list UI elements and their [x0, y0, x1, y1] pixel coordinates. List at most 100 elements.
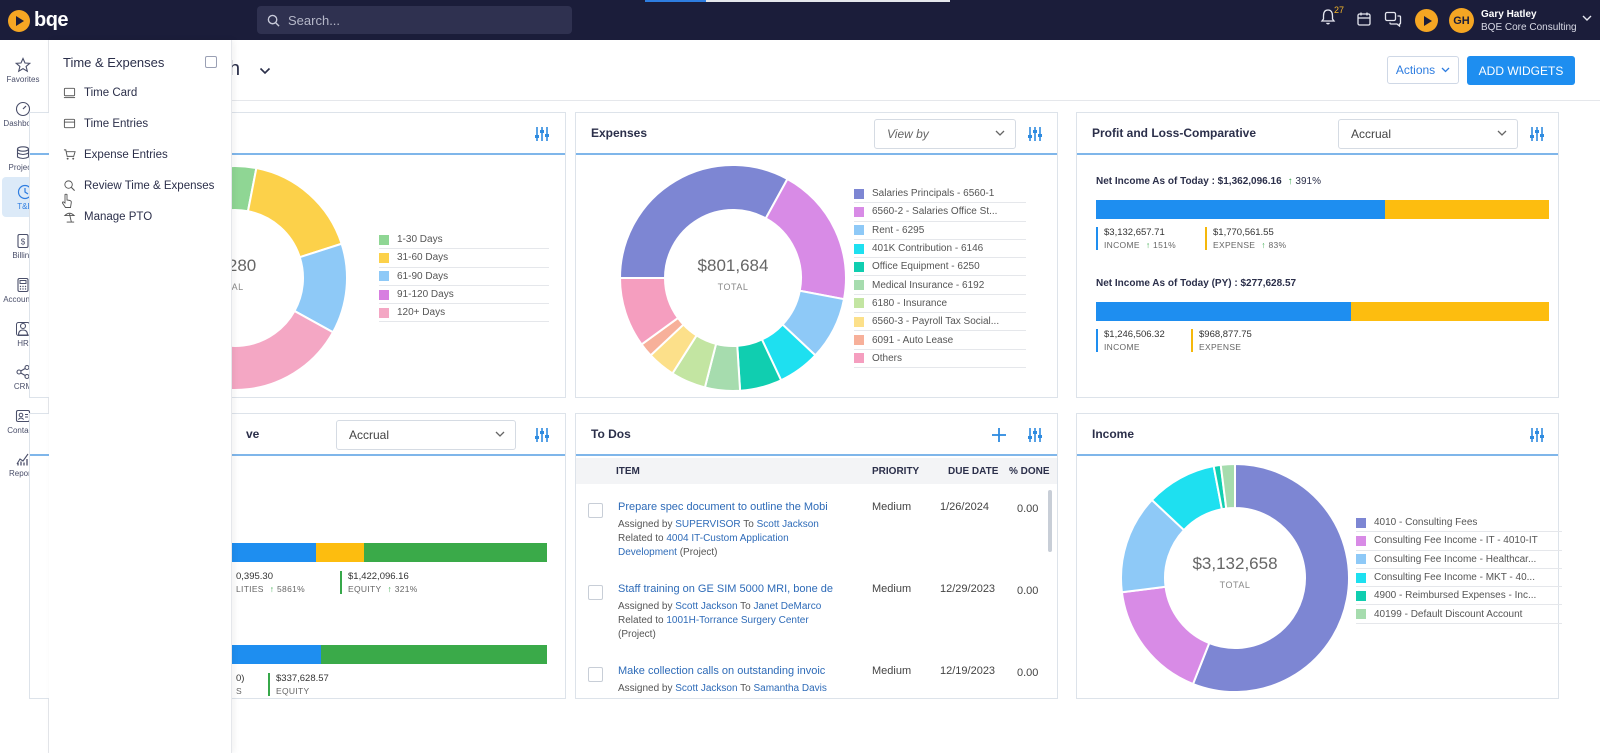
income-slice[interactable]: [1219, 462, 1236, 510]
legend-swatch: [854, 188, 864, 199]
loading-progress-fill: [645, 0, 706, 2]
page-title[interactable]: h: [229, 58, 241, 80]
rail-item-dashboard[interactable]: Dashboard: [0, 94, 46, 134]
expenses-legend-item[interactable]: Salaries Principals - 6560-1: [854, 185, 1026, 204]
expenses-legend-item[interactable]: Others: [854, 350, 1026, 368]
notifications-button[interactable]: 27: [1320, 5, 1344, 29]
settings-sliders-icon[interactable]: [1528, 426, 1546, 444]
income-segment[interactable]: [1096, 302, 1351, 321]
expenses-slice[interactable]: [618, 277, 680, 346]
legend-label: Consulting Fee Income - MKT - 40...: [1374, 572, 1535, 584]
menu-item-review-time-expenses[interactable]: Review Time & Expenses: [63, 179, 214, 192]
menu-item-time-entries[interactable]: Time Entries: [63, 117, 148, 130]
expenses-slice[interactable]: [618, 164, 789, 279]
expenses-legend-item[interactable]: 6180 - Insurance: [854, 295, 1026, 314]
assigned-to-link[interactable]: Samantha Davis: [753, 683, 827, 694]
expenses-legend-item[interactable]: Rent - 6295: [854, 222, 1026, 240]
rail-item-favorites[interactable]: Favorites: [0, 50, 46, 90]
expenses-legend-item[interactable]: Medical Insurance - 6192: [854, 276, 1026, 295]
related-link[interactable]: 4004 IT-Custom Application Development: [618, 533, 789, 558]
todo-row[interactable]: Make collection calls on outstanding inv…: [576, 660, 1057, 698]
aging-slice[interactable]: [246, 166, 343, 259]
menu-item-manage-pto[interactable]: Manage PTO: [63, 210, 152, 223]
rail-item-accounting[interactable]: Accounting: [0, 270, 46, 310]
chevron-down-icon[interactable]: [259, 67, 271, 75]
search-input[interactable]: [288, 12, 558, 28]
todo-checkbox[interactable]: [588, 585, 603, 600]
play-icon[interactable]: [1415, 9, 1438, 32]
income-slice[interactable]: [1120, 585, 1211, 686]
todo-row[interactable]: Prepare spec document to outline the Mob…: [576, 496, 1057, 576]
accounting-basis-select[interactable]: Accrual: [1338, 119, 1518, 149]
rail-item-reports[interactable]: Reports: [0, 444, 46, 484]
rail-item-projects[interactable]: Projects: [0, 138, 46, 178]
column-due-date[interactable]: DUE DATE: [948, 466, 999, 477]
expenses-legend-item[interactable]: 6560-2 - Salaries Office St...: [854, 203, 1026, 222]
column-priority[interactable]: PRIORITY: [872, 466, 920, 477]
menu-item-label: Review Time & Expenses: [84, 179, 215, 192]
expenses-legend-item[interactable]: 6091 - Auto Lease: [854, 331, 1026, 350]
accounting-basis-select[interactable]: Accrual: [336, 420, 516, 450]
assigned-by-link[interactable]: SUPERVISOR: [675, 519, 741, 530]
income-legend-item[interactable]: Consulting Fee Income - Healthcar...: [1356, 551, 1562, 569]
expenses-legend-item[interactable]: 6560-3 - Payroll Tax Social...: [854, 313, 1026, 332]
view-by-select[interactable]: View by: [874, 119, 1016, 149]
todo-checkbox[interactable]: [588, 667, 603, 682]
expense-segment[interactable]: [1350, 302, 1549, 321]
bqe-logo[interactable]: bqe: [8, 9, 69, 32]
expense-segment[interactable]: [1385, 200, 1549, 219]
settings-sliders-icon[interactable]: [533, 125, 551, 143]
column-percent-done[interactable]: % DONE: [1009, 466, 1050, 477]
aging-legend-item[interactable]: 1-30 Days: [379, 231, 549, 250]
income-legend-item[interactable]: 4010 - Consulting Fees: [1356, 514, 1562, 533]
calendar-icon[interactable]: [1356, 11, 1372, 27]
rail-item-crm[interactable]: CRM: [0, 357, 46, 397]
income-legend-item[interactable]: Consulting Fee Income - MKT - 40...: [1356, 569, 1562, 588]
settings-sliders-icon[interactable]: [1026, 426, 1044, 444]
menu-item-expense-entries[interactable]: Expense Entries: [63, 148, 168, 161]
assigned-to-link[interactable]: Scott Jackson: [756, 519, 819, 530]
user-organization[interactable]: BQE Core Consulting: [1481, 22, 1577, 33]
settings-sliders-icon[interactable]: [1528, 125, 1546, 143]
expenses-legend-item[interactable]: 401K Contribution - 6146: [854, 240, 1026, 259]
todo-meta: Assigned by Scott Jackson To Samantha Da…: [618, 682, 848, 696]
todo-title[interactable]: Staff training on GE SIM 5000 MRI, bone …: [618, 583, 834, 595]
income-legend-item[interactable]: 40199 - Default Discount Account: [1356, 605, 1562, 624]
todo-title[interactable]: Make collection calls on outstanding inv…: [618, 665, 826, 677]
rail-item-billing[interactable]: $ Billing: [0, 226, 46, 266]
actions-label: Actions: [1395, 63, 1436, 77]
todo-title[interactable]: Prepare spec document to outline the Mob…: [618, 501, 828, 513]
assigned-to-link[interactable]: Janet DeMarco: [753, 601, 822, 612]
todo-row[interactable]: Staff training on GE SIM 5000 MRI, bone …: [576, 578, 1057, 658]
income-legend-item[interactable]: Consulting Fee Income - IT - 4010-IT: [1356, 532, 1562, 551]
chat-icon[interactable]: [1384, 11, 1402, 27]
liabilities-label-row: LITIES ↑ 5861%: [236, 584, 305, 594]
column-item[interactable]: ITEM: [616, 466, 640, 477]
related-link[interactable]: 1001H-Torrance Surgery Center: [666, 615, 809, 626]
settings-sliders-icon[interactable]: [1026, 125, 1044, 143]
settings-sliders-icon[interactable]: [533, 426, 551, 444]
aging-legend-item[interactable]: 31-60 Days: [379, 249, 549, 268]
income-slice[interactable]: [1191, 462, 1350, 693]
todo-checkbox[interactable]: [588, 503, 603, 518]
widget-header: ve Accrual: [30, 414, 565, 456]
user-avatar[interactable]: GH: [1449, 8, 1474, 33]
aging-legend-item[interactable]: 120+ Days: [379, 304, 549, 323]
aging-legend-item[interactable]: 91-120 Days: [379, 286, 549, 305]
expenses-legend-item[interactable]: Office Equipment - 6250: [854, 258, 1026, 277]
actions-dropdown[interactable]: Actions: [1387, 56, 1459, 84]
widget-header: Income: [1077, 414, 1558, 456]
income-legend-item[interactable]: 4900 - Reimbursed Expenses - Inc...: [1356, 587, 1562, 606]
add-todo-icon[interactable]: [990, 426, 1008, 444]
menu-item-time-card[interactable]: Time Card: [63, 86, 137, 99]
collapse-panel-icon[interactable]: [205, 56, 217, 68]
aging-legend-item[interactable]: 61-90 Days: [379, 268, 549, 286]
todos-scrollbar[interactable]: [1048, 490, 1052, 552]
assigned-by-link[interactable]: Scott Jackson: [675, 683, 738, 694]
income-segment[interactable]: [1096, 200, 1386, 219]
assigned-by-link[interactable]: Scott Jackson: [675, 601, 738, 612]
add-widgets-button[interactable]: ADD WIDGETS: [1467, 56, 1575, 85]
chevron-down-icon[interactable]: [1582, 14, 1592, 22]
user-name[interactable]: Gary Hatley: [1481, 9, 1537, 20]
search-box[interactable]: [257, 6, 572, 34]
